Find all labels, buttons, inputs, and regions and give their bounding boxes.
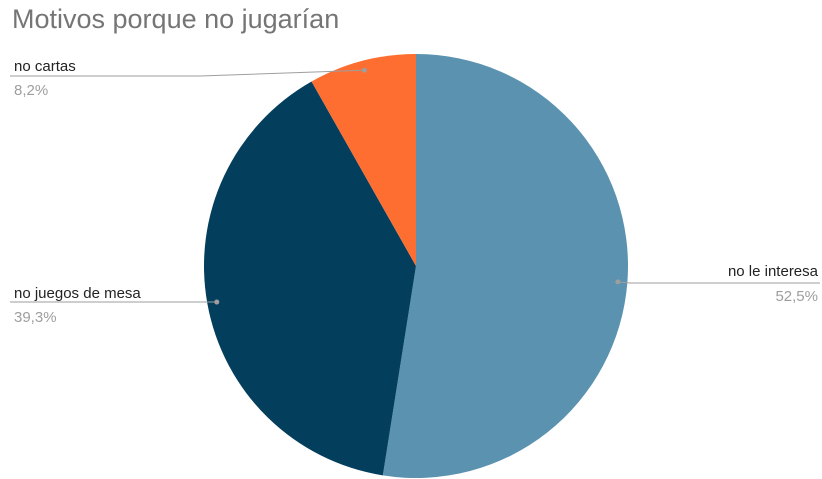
slice-label-no-cartas: no cartas: [14, 58, 76, 75]
leader-dot-no-le-interesa: [615, 279, 621, 285]
pie-slice-no-le-interesa: [382, 54, 628, 478]
slice-percent-no-cartas: 8,2%: [14, 82, 48, 99]
leader-line-no-cartas: [10, 69, 365, 77]
leader-line-no-le-interesa: [617, 281, 820, 284]
pie-slice-no-cartas: [311, 54, 416, 266]
leader-dot-no-juegos-de-mesa: [214, 299, 220, 305]
slice-percent-no-juegos-de-mesa: 39,3%: [14, 309, 57, 326]
chart-title: Motivos porque no jugarían: [12, 4, 340, 34]
pie-slice-no-juegos-de-mesa: [203, 81, 416, 476]
slice-percent-no-le-interesa: 52,5%: [775, 288, 818, 305]
slice-label-no-juegos-de-mesa: no juegos de mesa: [14, 285, 141, 302]
leader-dot-no-cartas: [361, 67, 367, 73]
slice-label-no-le-interesa: no le interesa: [728, 263, 819, 280]
